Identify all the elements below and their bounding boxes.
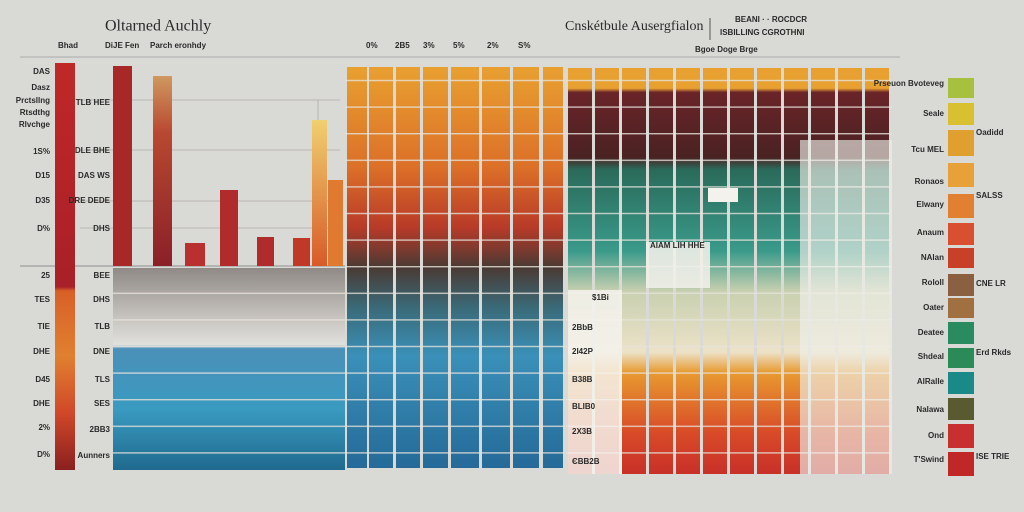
panel-label: 2I42P xyxy=(572,347,594,356)
bar xyxy=(293,238,310,266)
axis-label: DLE BHE xyxy=(75,146,111,155)
top-label: 2B5 xyxy=(395,41,410,50)
legend-label: AlRalle xyxy=(917,377,945,386)
side-note: Oadidd xyxy=(976,128,1004,137)
axis-label: DNE xyxy=(93,347,111,356)
top-label: 5% xyxy=(453,41,465,50)
axis-label: DHE xyxy=(33,347,51,356)
title: Oltarned Auchly xyxy=(105,18,211,35)
label: Parch eronhdy xyxy=(150,41,207,50)
band-lines xyxy=(113,268,345,470)
side-note: SALSS xyxy=(976,191,1003,200)
axis-label: D15 xyxy=(35,171,50,180)
axis-label: 1S% xyxy=(33,147,50,156)
axis-label: TLS xyxy=(95,375,111,384)
legend-label: Ronaos xyxy=(915,177,945,186)
middle-grid xyxy=(345,67,565,468)
axis-label: SES xyxy=(94,399,111,408)
axis-label: Aunners xyxy=(78,451,111,460)
popup: AIAM LIH HHE xyxy=(650,241,705,250)
side-note: Erd Rkds xyxy=(976,348,1012,357)
axis-label: TLB xyxy=(94,322,110,331)
bar xyxy=(113,66,132,266)
legend-label: Elwany xyxy=(916,200,944,209)
legend-label: Seale xyxy=(923,109,944,118)
axis-label: Rlvchge xyxy=(19,120,51,129)
legend-label: Oater xyxy=(923,303,944,312)
bar xyxy=(328,180,343,266)
label: DiJE Fen xyxy=(105,41,139,50)
axis-label: Dasz xyxy=(31,83,50,92)
axis-label: TES xyxy=(34,295,50,304)
axis-label: D% xyxy=(37,450,50,459)
panel-label: 2BbB xyxy=(572,323,593,332)
note: BEANI · · ROCDCR xyxy=(735,15,807,24)
note: Bgoe Doge Brge xyxy=(695,45,758,54)
bar xyxy=(220,190,238,266)
legend-label: Anaum xyxy=(917,228,944,237)
legend: Prseuon Bvoteveg Seale Tcu MEL Ronaos El… xyxy=(874,78,1012,476)
panel-label: $1Bi xyxy=(592,293,609,302)
axis-label: DHS xyxy=(93,224,111,233)
bar xyxy=(55,63,75,470)
panel-label: 2X3B xyxy=(572,427,592,436)
bar xyxy=(257,237,274,266)
right-grid xyxy=(566,68,892,474)
axis-label: Prctsllng xyxy=(16,96,50,105)
legend-label: NAlan xyxy=(921,253,944,262)
panel-label: ЄBB2B xyxy=(572,457,600,466)
panel-label: B38B xyxy=(572,375,593,384)
subtitle: Cnskétbule Ausergfialon xyxy=(565,19,704,34)
axis-label: D% xyxy=(37,224,50,233)
axis-label: 25 xyxy=(41,271,50,280)
legend-label: Rololl xyxy=(922,278,944,287)
legend-label: Nalawa xyxy=(916,405,944,414)
axis-label: BEE xyxy=(94,271,111,280)
axis-label: 2BB3 xyxy=(90,425,111,434)
top-label: 0% xyxy=(366,41,378,50)
axis-label: DAS xyxy=(33,67,51,76)
axis-label: TLB HEE xyxy=(76,98,111,107)
axis-label: DHS xyxy=(93,295,111,304)
axis-label: DRE DEDE xyxy=(69,196,111,205)
legend-label: T'Swind xyxy=(914,455,944,464)
panel-labels: $1Bi 2BbB 2I42P B38B BLIB0 2X3B ЄBB2B xyxy=(572,293,609,466)
bar xyxy=(153,76,172,266)
left-labels: DAS Dasz Prctsllng Rtsdthg Rlvchge 1S% D… xyxy=(16,67,111,460)
axis-label: DAS WS xyxy=(78,171,111,180)
side-note: CNE LR xyxy=(976,279,1006,288)
legend-label: Tcu MEL xyxy=(911,145,944,154)
legend-label: Ond xyxy=(928,431,944,440)
axis-label: D35 xyxy=(35,196,50,205)
label: Bhad xyxy=(58,41,78,50)
note: ISBILLING CGROTHNI xyxy=(720,28,804,37)
side-note: ISE TRIE xyxy=(976,452,1010,461)
axis-label: D45 xyxy=(35,375,50,384)
axis-label: 2% xyxy=(38,423,50,432)
bar xyxy=(185,243,205,266)
panel-label: BLIB0 xyxy=(572,402,596,411)
axis-label: TIE xyxy=(38,322,51,331)
top-label: S% xyxy=(518,41,530,50)
top-label: 3% xyxy=(423,41,435,50)
top-label: 2% xyxy=(487,41,499,50)
legend-label: Deatee xyxy=(918,328,945,337)
axis-label: Rtsdthg xyxy=(20,108,50,117)
axis-label: DHE xyxy=(33,399,51,408)
bar xyxy=(312,120,327,266)
legend-label: Prseuon Bvoteveg xyxy=(874,79,944,88)
legend-label: Shdeal xyxy=(918,352,944,361)
